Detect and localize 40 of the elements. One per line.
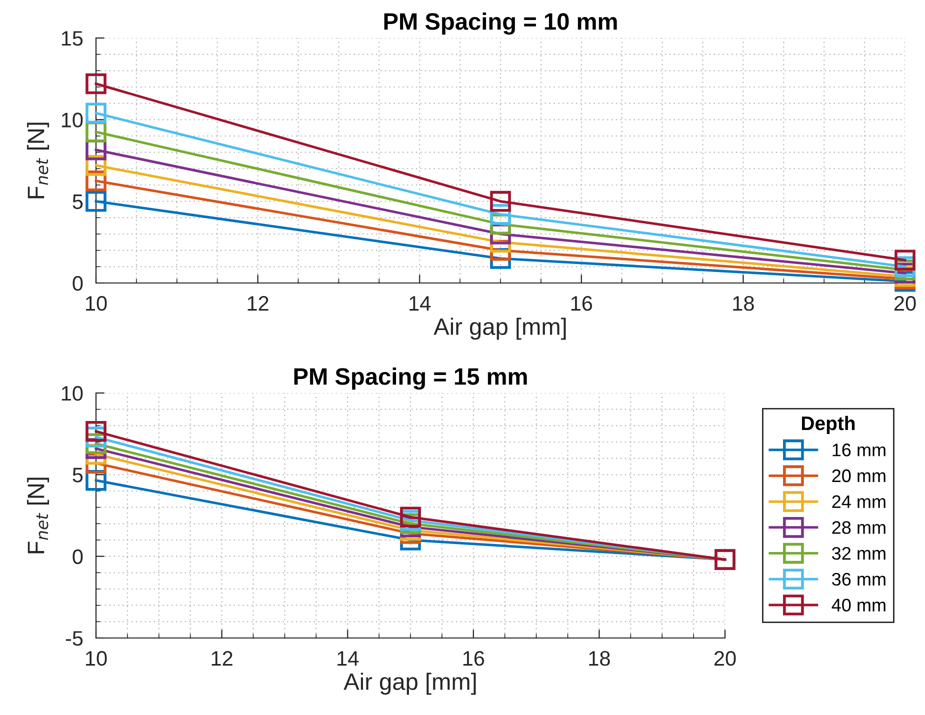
- x-tick-label: 12: [212, 651, 232, 666]
- legend-label: 24 mm: [832, 495, 886, 508]
- y-tick-label: 0: [72, 276, 83, 291]
- legend-label: 28 mm: [832, 521, 886, 534]
- legend-label: 40 mm: [832, 598, 886, 612]
- point: [894, 250, 916, 271]
- x-axis-title: Air gap [mm]: [344, 672, 476, 695]
- x-axis-title: Air gap [mm]: [434, 318, 566, 340]
- x-tick-label: 12: [248, 296, 268, 311]
- y-tick-label: 5: [72, 194, 83, 210]
- x-tick-label: 18: [589, 651, 610, 666]
- y-tick-label: 10: [62, 386, 83, 401]
- x-tick-label: 10: [86, 296, 107, 311]
- x-tick-label: 14: [410, 296, 431, 311]
- point: [490, 190, 511, 212]
- x-tick-label: 20: [894, 296, 916, 311]
- y-axis-title: F$_{net}$ [N]: [27, 122, 50, 198]
- legend-label: 32 mm: [832, 546, 886, 560]
- x-tick-label: 16: [463, 651, 484, 666]
- x-tick-label: 18: [733, 296, 754, 311]
- x-tick-label: 10: [86, 651, 107, 666]
- legend-title: Depth: [802, 416, 855, 434]
- y-tick-label: 10: [62, 112, 83, 128]
- y-tick-label: 15: [62, 31, 83, 46]
- y-tick-label: -5: [66, 631, 83, 646]
- chart-title: PM Spacing = 10 mm: [384, 12, 617, 35]
- x-tick-label: 16: [571, 296, 592, 311]
- y-axis-title: F$_{net}$ [N]: [27, 478, 50, 554]
- chart-title: PM Spacing = 15 mm: [294, 368, 527, 390]
- point: [86, 420, 106, 442]
- point: [86, 102, 106, 124]
- legend-label: 36 mm: [832, 572, 886, 586]
- y-tick-label: 0: [72, 549, 83, 564]
- point: [86, 73, 106, 94]
- x-tick-label: 14: [338, 651, 359, 666]
- x-tick-label: 20: [714, 651, 736, 666]
- point: [86, 190, 106, 212]
- legend-label: 20 mm: [832, 469, 886, 482]
- legend-label: 16 mm: [832, 444, 886, 456]
- y-tick-label: 5: [72, 468, 83, 482]
